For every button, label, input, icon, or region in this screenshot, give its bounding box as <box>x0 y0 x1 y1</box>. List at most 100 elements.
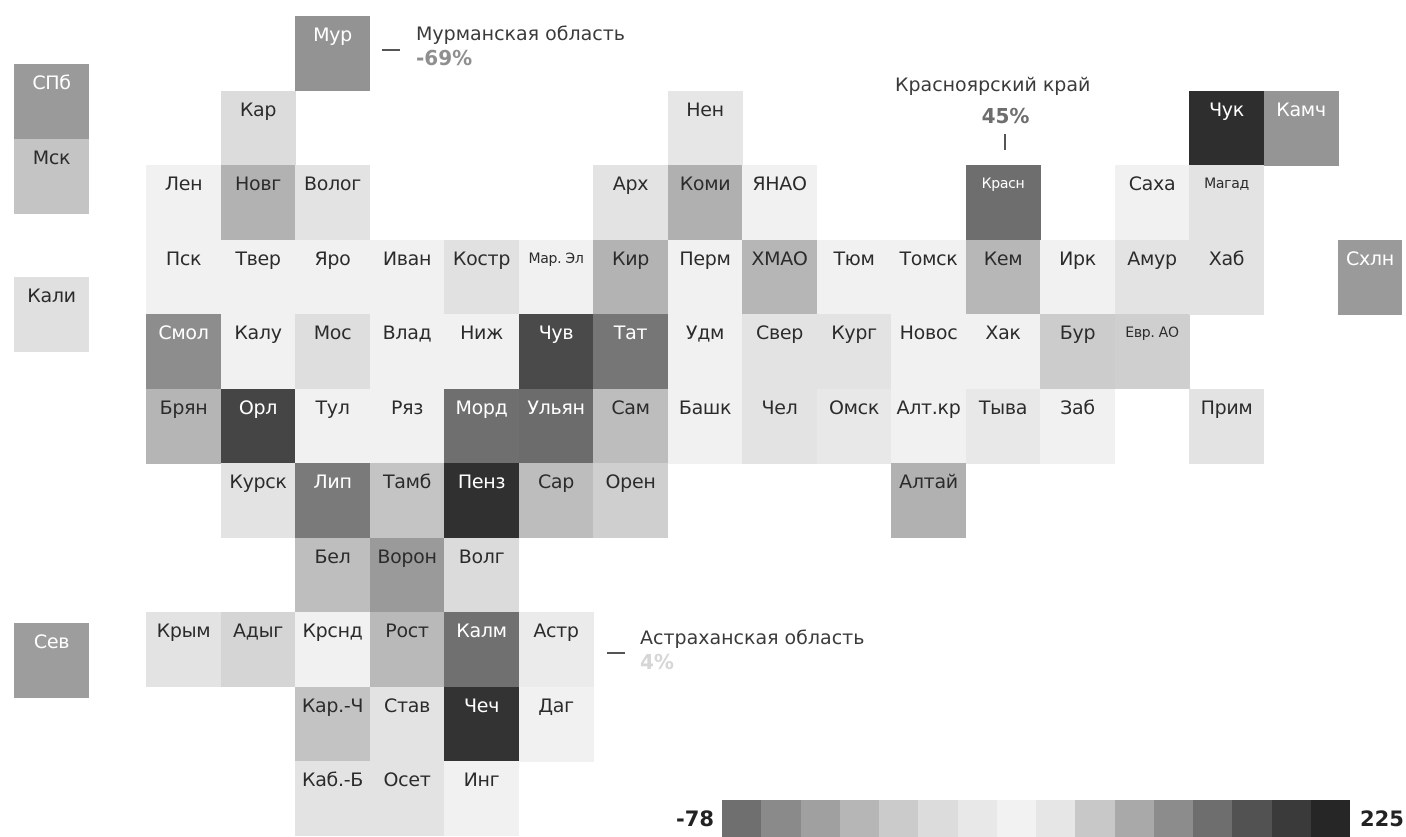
region-tile-ivan: Иван <box>369 239 445 315</box>
region-tile-sam: Сам <box>593 388 668 464</box>
legend-swatch <box>996 800 1036 837</box>
legend-swatch <box>1232 800 1272 837</box>
legend-swatch <box>1310 800 1350 837</box>
region-tile-sakha: Саха <box>1114 165 1190 240</box>
region-tile-astr: Астр <box>518 612 594 687</box>
region-tile-amur: Амур <box>1114 239 1190 315</box>
region-tile-nen: Нен <box>667 90 743 166</box>
legend-swatch <box>722 800 762 837</box>
legend-swatch <box>761 800 801 837</box>
region-tile-sar: Сар <box>518 463 594 538</box>
region-tile-tver: Твер <box>220 239 296 315</box>
region-tile-kursk: Курск <box>220 463 296 538</box>
region-tile-hak: Хак <box>965 314 1041 389</box>
region-tile-krym: Крым <box>146 612 221 687</box>
region-tile-bashk: Башк <box>667 388 743 464</box>
region-tile-msk: Мск <box>14 138 89 214</box>
region-tile-altai: Алтай <box>891 463 966 538</box>
region-tile-oren: Орен <box>593 463 668 538</box>
region-tile-volg: Волг <box>444 537 519 613</box>
region-tile-arkh: Арх <box>593 165 668 240</box>
region-tile-kem: Кем <box>965 239 1041 315</box>
legend-swatch <box>1114 800 1154 837</box>
region-tile-yaro: Яро <box>295 239 370 315</box>
region-tile-marel: Мар. Эл <box>518 239 594 315</box>
region-tile-volog: Волог <box>295 165 370 240</box>
region-tile-rost: Рост <box>369 612 445 687</box>
region-tile-hab: Хаб <box>1189 239 1264 315</box>
region-tile-udm: Удм <box>667 314 743 389</box>
region-tile-novos: Новос <box>891 314 966 389</box>
region-tile-adyg: Адыг <box>220 612 296 687</box>
region-tile-zab: Заб <box>1040 388 1115 464</box>
callout-murmansk: Мурманская область -69% <box>416 22 625 70</box>
legend-swatch <box>800 800 840 837</box>
legend-swatch <box>1193 800 1233 837</box>
region-tile-chuv: Чув <box>518 314 594 389</box>
region-tile-chuk: Чук <box>1189 90 1264 166</box>
krasnoyarsk-leader <box>1004 134 1006 150</box>
region-tile-shln: Схлн <box>1338 239 1402 315</box>
region-tile-tyum: Тюм <box>816 239 892 315</box>
region-tile-perm: Перм <box>667 239 743 315</box>
legend-swatch <box>1075 800 1115 837</box>
region-tile-krasn: Красн <box>965 165 1041 240</box>
region-tile-bel: Бел <box>295 537 370 613</box>
region-tile-bur: Бур <box>1040 314 1115 389</box>
region-tile-tamb: Тамб <box>369 463 445 538</box>
callout-astrakhan-name: Астраханская область <box>640 627 865 649</box>
region-tile-tul: Тул <box>295 388 370 464</box>
legend-color-scale <box>722 800 1350 837</box>
region-tile-kurg: Кург <box>816 314 892 389</box>
region-tile-psk: Пск <box>146 239 221 315</box>
region-tile-mord: Морд <box>444 388 519 464</box>
legend-max-label: 225 <box>1360 807 1404 831</box>
region-tile-tat: Тат <box>593 314 668 389</box>
region-tile-ulyan: Ульян <box>518 388 594 464</box>
murmansk-leader <box>382 49 400 51</box>
legend-min-label: -78 <box>676 807 714 831</box>
region-tile-bryan: Брян <box>146 388 221 464</box>
region-tile-chel: Чел <box>742 388 817 464</box>
region-tile-tyva: Тыва <box>965 388 1041 464</box>
region-tile-penz: Пенз <box>444 463 519 538</box>
region-tile-prim: Прим <box>1189 388 1264 464</box>
region-tile-irk: Ирк <box>1040 239 1115 315</box>
region-tile-nizh: Ниж <box>444 314 519 389</box>
region-tile-kar: Кар <box>220 90 296 166</box>
legend-swatch <box>879 800 919 837</box>
callout-astrakhan: Астраханская область 4% <box>640 626 864 674</box>
legend-swatch <box>1036 800 1076 837</box>
legend-swatch <box>918 800 958 837</box>
region-tile-stav: Став <box>369 686 445 762</box>
region-tile-spb: СПб <box>14 64 89 140</box>
callout-krasnoyarsk-value-wrap: 45% <box>968 104 1043 128</box>
region-tile-kalm: Калм <box>444 612 519 687</box>
region-tile-dag: Даг <box>518 686 594 762</box>
region-tile-kir: Кир <box>593 239 668 315</box>
legend-swatch <box>839 800 879 837</box>
astrakhan-leader <box>607 652 625 654</box>
region-tile-omsk: Омск <box>816 388 892 464</box>
callout-astrakhan-value: 4% <box>640 650 674 674</box>
callout-krasnoyarsk-value: 45% <box>981 104 1030 128</box>
callout-murmansk-value: -69% <box>416 46 473 70</box>
region-tile-altkr: Алт.кр <box>891 388 966 464</box>
region-tile-vlad: Влад <box>369 314 445 389</box>
region-tile-voron: Ворон <box>369 537 445 613</box>
callout-krasnoyarsk-name: Красноярский край <box>895 74 1091 96</box>
region-tile-komi: Коми <box>667 165 743 240</box>
legend-swatch <box>1153 800 1193 837</box>
region-tile-mos: Мос <box>295 314 370 389</box>
region-tile-kamch: Камч <box>1263 90 1339 166</box>
legend-swatch <box>1271 800 1311 837</box>
region-tile-oset: Осет <box>369 761 445 836</box>
region-tile-karch: Кар.-Ч <box>295 686 370 762</box>
region-tile-novg: Новг <box>220 165 296 240</box>
region-tile-kostr: Костр <box>444 239 519 315</box>
region-tile-kali: Кали <box>14 276 89 352</box>
region-tile-hmao: ХМАО <box>742 239 817 315</box>
region-tile-magad: Магад <box>1189 165 1264 240</box>
region-tile-tomsk: Томск <box>891 239 966 315</box>
